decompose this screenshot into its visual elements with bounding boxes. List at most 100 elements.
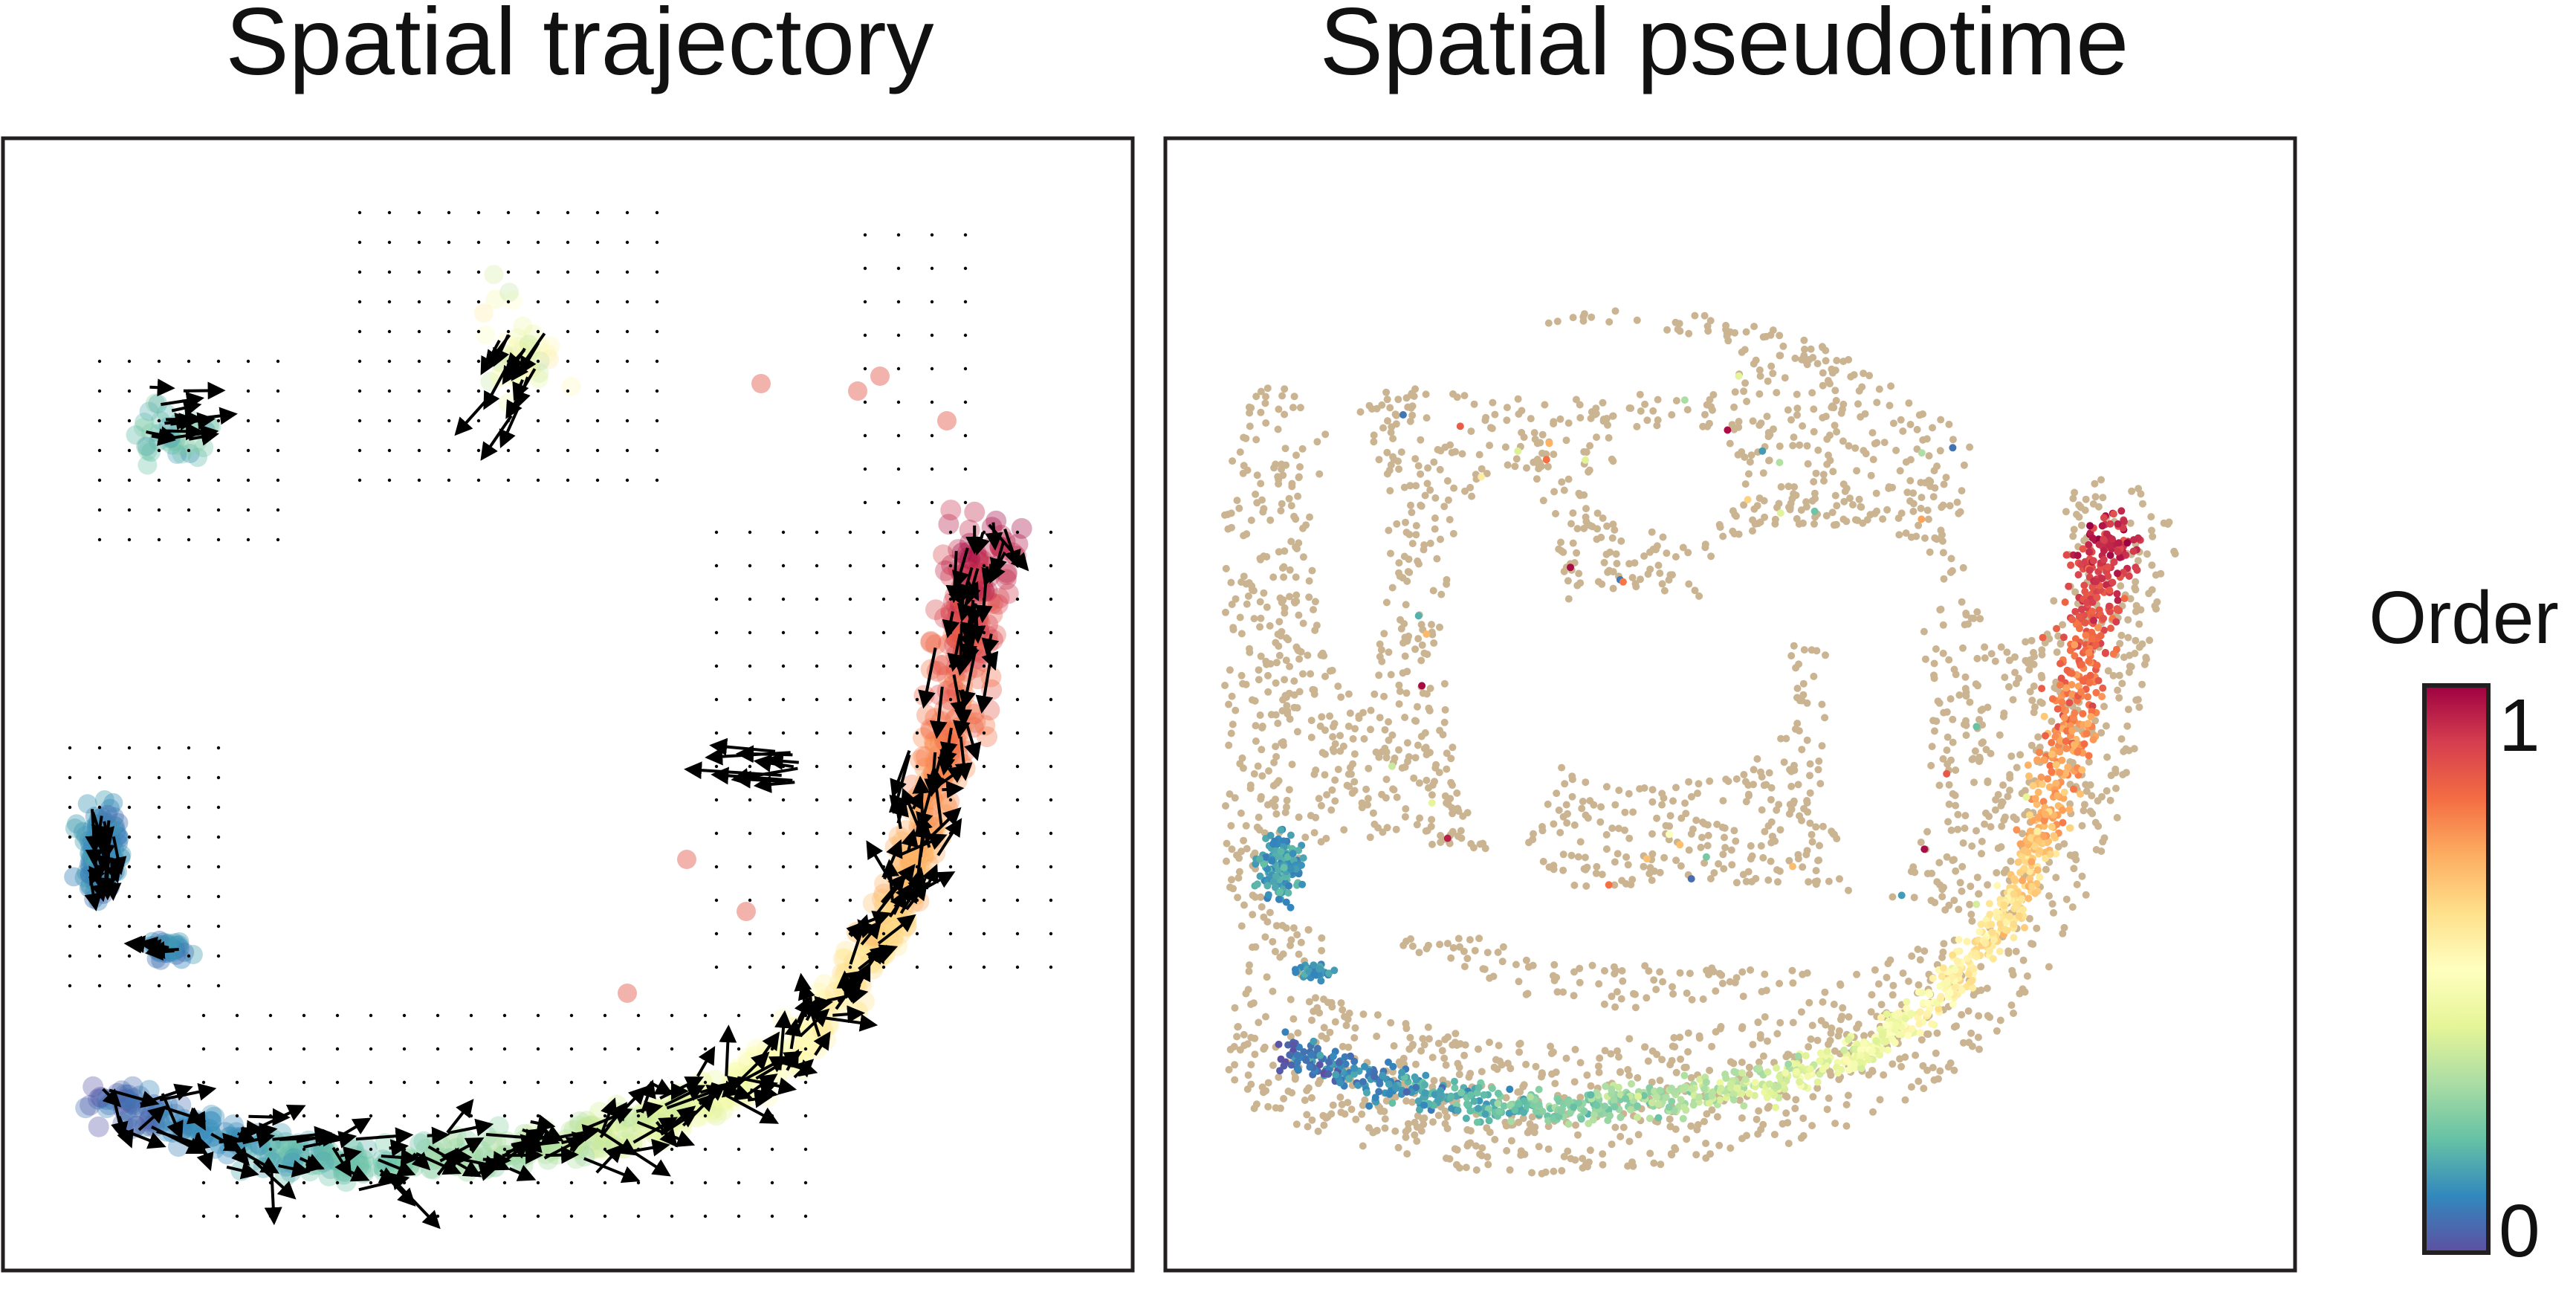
grid-dot [964,434,967,437]
background-cell [1901,1053,1909,1061]
background-cell [1486,1129,1494,1136]
background-cell [1396,700,1403,708]
background-cell [1495,949,1502,956]
background-cell [1375,671,1382,679]
background-cell [2008,967,2016,975]
background-cell [2045,892,2053,900]
grid-dot [748,665,751,668]
background-cell [2135,557,2142,564]
background-cell [1851,445,1859,452]
background-cell [1673,1069,1680,1076]
background-cell [1313,438,1321,445]
background-cell [1466,936,1474,943]
grid-dot [537,449,540,452]
background-cell [1275,406,1282,413]
trajectory-point [65,818,85,838]
grid-dot [949,798,952,801]
background-cell [1819,823,1827,830]
background-cell [1843,1101,1851,1108]
background-cell [1322,1114,1330,1122]
background-cell [1576,401,1584,409]
background-cell [1305,1085,1313,1092]
background-cell [1764,378,1772,385]
grid-dot [1049,865,1052,868]
background-cell [1672,856,1680,864]
background-cell [1246,422,1254,430]
background-cell [1582,778,1589,786]
background-cell [1246,649,1253,656]
grid-dot [949,665,952,668]
background-cell [1342,1111,1349,1118]
background-cell [1571,1156,1579,1163]
background-cell [1790,762,1798,769]
background-cell [1416,949,1423,956]
background-cell [1684,406,1692,413]
background-cell [2063,896,2071,903]
background-cell [1269,938,1276,946]
background-cell [1773,389,1780,396]
background-cell [1995,845,2002,852]
background-cell [1630,990,1637,998]
background-cell [2022,657,2029,665]
background-cell [2048,717,2055,725]
grid-dot [849,798,852,801]
background-cell [1275,426,1282,433]
background-cell [1252,436,1260,443]
background-cell [1790,483,1798,491]
grid-dot [656,271,658,274]
background-cell [1275,618,1283,625]
grid-dot [447,330,450,333]
grid-dot [596,271,599,274]
grid-dot [470,1181,473,1184]
grid-dot [782,899,785,902]
grid-dot [603,1148,606,1151]
background-cell [1813,867,1820,874]
grid-dot [1049,531,1052,534]
background-cell [1722,322,1729,329]
background-cell [1951,666,1958,674]
grid-dot [503,1014,506,1017]
background-cell [1259,1083,1266,1091]
background-cell [2028,637,2036,645]
background-cell [1889,1060,1896,1068]
grid-dot [849,531,852,534]
grid-dot [477,479,480,482]
background-cell [1344,782,1351,790]
background-cell [1282,809,1289,816]
background-cell [1266,622,1274,630]
grid-dot [596,479,599,482]
background-cell [1784,407,1792,414]
background-cell [1456,1071,1463,1078]
background-cell [1576,979,1584,987]
background-cell [1405,568,1412,575]
background-cell [1743,1132,1750,1140]
grid-dot [217,806,220,809]
background-cell [1231,1061,1238,1068]
background-cell [1646,549,1654,556]
grid-dot [566,360,569,363]
background-cell [1716,970,1724,978]
background-cell [2131,650,2138,657]
background-cell [1468,493,1475,500]
grid-dot [804,1081,807,1084]
background-cell [1748,451,1755,459]
background-cell [1729,1060,1737,1068]
background-cell [1563,801,1570,809]
grid-dot [782,698,785,701]
background-cell [1252,737,1260,745]
background-cell [1565,419,1573,427]
grid-dot [537,1215,540,1218]
background-cell [1463,1126,1471,1134]
background-cell [2006,656,2013,664]
grid-dot [470,1047,473,1050]
background-cell [1310,771,1318,778]
background-cell [1389,785,1397,792]
grid-dot [782,564,785,567]
background-cell [1278,628,1285,636]
background-cell [2022,988,2029,995]
background-cell [1889,991,1897,998]
background-cell [2147,513,2155,520]
grid-dot [882,966,885,969]
background-cell [1535,462,1543,469]
colored-cell [2107,552,2114,559]
